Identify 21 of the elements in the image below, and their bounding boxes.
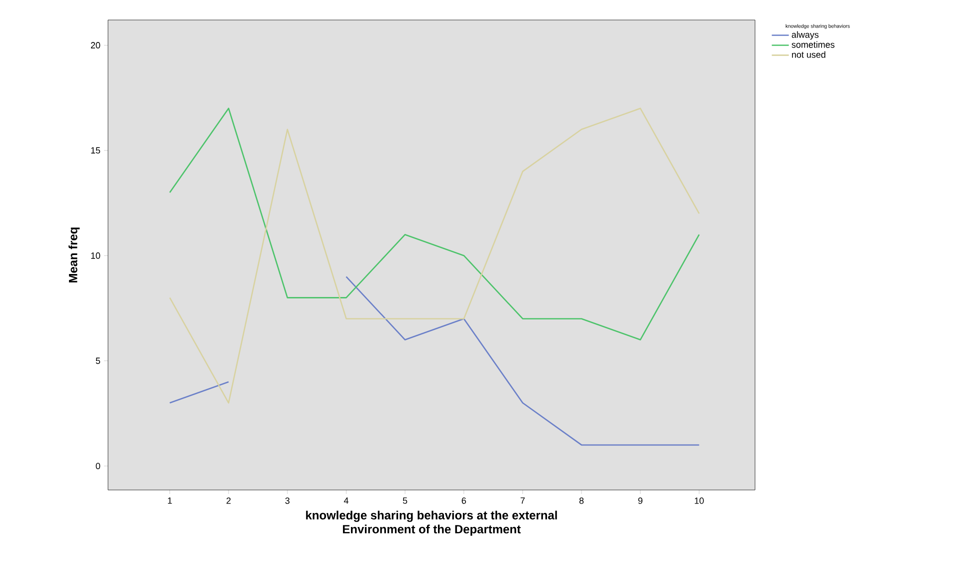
- x-tick-label: 9: [638, 498, 642, 504]
- x-tick-label: 8: [579, 498, 584, 504]
- legend-label: always: [792, 31, 819, 40]
- x-axis-title: knowledge sharing behaviors at the external Environment of the Department: [306, 510, 557, 536]
- y-tick-label: 20: [90, 42, 100, 48]
- y-tick-label: 5: [96, 358, 100, 364]
- x-tick-label: 10: [694, 498, 704, 504]
- x-tick-label: 6: [462, 498, 466, 504]
- x-tick-label: 3: [285, 498, 290, 504]
- x-tick-label: 4: [344, 498, 348, 504]
- x-tick-label: 5: [402, 498, 408, 504]
- y-axis-title: Mean freq: [68, 228, 80, 282]
- legend-label: not used: [792, 51, 826, 58]
- y-tick-label: 15: [91, 147, 100, 154]
- x-tick-label: 7: [520, 498, 525, 504]
- line-series: [169, 108, 700, 340]
- y-tick-label: 0: [96, 462, 100, 470]
- x-tick-label: 2: [226, 498, 231, 504]
- x-tick-label: 1: [168, 498, 172, 504]
- y-tick-label: 10: [91, 252, 100, 259]
- legend-label: sometimes: [792, 41, 834, 48]
